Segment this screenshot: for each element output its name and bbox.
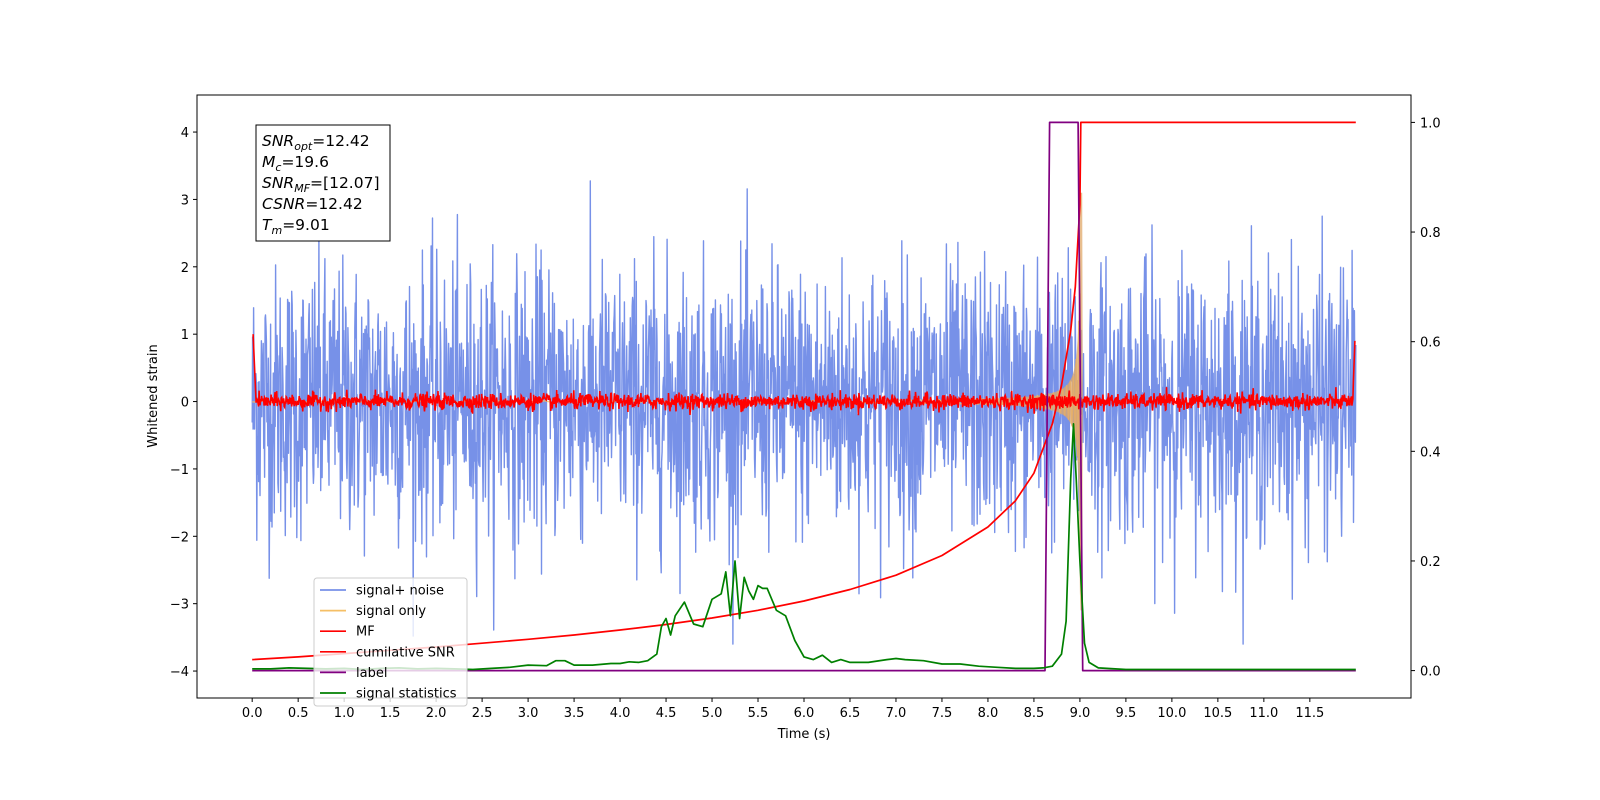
series-layer: [251, 121, 1357, 672]
y-right-tick-label: 0.2: [1420, 555, 1441, 570]
x-tick-label: 5.5: [748, 706, 769, 721]
y-left-tick-label: −4: [170, 665, 189, 680]
x-tick-label: 11.5: [1295, 706, 1324, 721]
x-tick-label: 11.0: [1249, 706, 1278, 721]
annotation-subscript: MF: [294, 182, 310, 195]
x-tick-label: 9.0: [1070, 706, 1091, 721]
x-tick-label: 8.0: [978, 706, 999, 721]
legend-label: signal statistics: [356, 687, 457, 702]
annotation-line: CSNR=12.42: [262, 195, 363, 213]
x-tick-label: 1.5: [380, 706, 401, 721]
x-tick-label: 6.0: [794, 706, 815, 721]
annotation-value: =12.42: [305, 195, 362, 213]
x-tick-label: 6.5: [840, 706, 861, 721]
x-tick-label: 10.0: [1157, 706, 1186, 721]
legend: signal+ noise signal only MF cumilative SNR…: [313, 577, 468, 707]
x-tick-label: 5.0: [702, 706, 723, 721]
x-axis-label: Time (s): [777, 727, 831, 742]
annotation-value: =19.6: [281, 153, 329, 171]
y-axis-left: −4 −3 −2 −1 0 1 2 3 4: [170, 126, 197, 680]
annotation-value: =12.42: [312, 132, 369, 150]
x-tick-label: 9.5: [1116, 706, 1137, 721]
x-tick-label: 8.5: [1024, 706, 1045, 721]
y-left-tick-label: −1: [170, 463, 189, 478]
series-mf: [252, 334, 1356, 416]
legend-label: label: [356, 666, 387, 681]
legend-frame: [313, 577, 468, 707]
y-left-tick-label: 3: [181, 193, 189, 208]
series-signal-noise: [251, 180, 1357, 645]
x-tick-label: 3.0: [518, 706, 539, 721]
y-right-tick-label: 0.4: [1420, 445, 1441, 460]
y-right-tick-label: 1.0: [1420, 116, 1441, 131]
x-tick-label: 10.5: [1203, 706, 1232, 721]
annotation-subscript: c: [275, 161, 281, 174]
x-tick-label: 7.0: [886, 706, 907, 721]
annotation-frame: [255, 124, 391, 242]
annotation-value: =[12.07]: [310, 174, 379, 192]
y-axis-right: 0.0 0.2 0.4 0.6 0.8 1.0: [1411, 116, 1441, 680]
y-left-tick-label: 1: [181, 328, 189, 343]
legend-label: cumilative SNR: [356, 645, 455, 660]
x-tick-label: 1.0: [334, 706, 355, 721]
annotation-symbol: SNR: [262, 132, 294, 150]
x-tick-label: 7.5: [932, 706, 953, 721]
annotation-subscript: m: [271, 224, 282, 237]
y-right-tick-label: 0.6: [1420, 336, 1441, 351]
x-tick-label: 3.5: [564, 706, 585, 721]
x-axis: 0.0 0.5 1.0 1.5 2.0 2.5 3.0 3.5 4.0 4.5 5.0 5.5 6.0 6…: [242, 698, 1324, 721]
legend-label: signal+ noise: [356, 584, 444, 599]
x-tick-label: 4.5: [656, 706, 677, 721]
y-left-tick-label: −2: [170, 530, 189, 545]
annotation-line: SNRMF=[12.07]: [262, 174, 380, 195]
y-axis-label: Whitened strain: [146, 344, 161, 447]
annotation-line: Tm=9.01: [262, 216, 330, 237]
annotation-line: Mc=19.6: [262, 153, 329, 174]
annotation-symbol: T: [262, 216, 273, 234]
annotation-subscript: opt: [294, 140, 313, 153]
legend-label: signal only: [356, 604, 426, 619]
legend-label: MF: [356, 625, 375, 640]
series-signal-statistics: [252, 423, 1356, 671]
x-tick-label: 4.0: [610, 706, 631, 721]
annotation-symbol: M: [262, 153, 275, 171]
stats-annotation-box: SNRopt=12.42Mc=19.6SNRMF=[12.07]CSNR=12.…: [255, 124, 391, 242]
x-tick-label: 2.0: [426, 706, 447, 721]
annotation-line: SNRopt=12.42: [262, 132, 370, 153]
y-right-tick-label: 0.0: [1420, 665, 1441, 680]
annotation-symbol: SNR: [262, 174, 294, 192]
x-tick-label: 0.0: [242, 706, 263, 721]
x-tick-label: 0.5: [288, 706, 309, 721]
y-left-tick-label: −3: [170, 598, 189, 613]
y-left-tick-label: 4: [181, 126, 189, 141]
y-left-tick-label: 0: [181, 396, 189, 411]
x-tick-label: 2.5: [472, 706, 493, 721]
annotation-value: =9.01: [282, 216, 330, 234]
series-label: [252, 121, 1356, 672]
y-right-tick-label: 0.8: [1420, 226, 1441, 241]
annotation-symbol: CSNR: [262, 195, 305, 213]
y-left-tick-label: 2: [181, 261, 189, 276]
